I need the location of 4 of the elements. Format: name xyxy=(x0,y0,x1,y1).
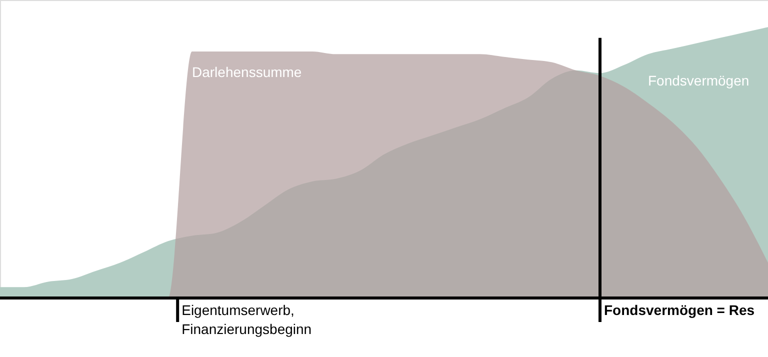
series-label: Fondsvermögen xyxy=(648,72,750,88)
text: Fondsvermögen = Res xyxy=(604,302,755,318)
text: Eigentumserwerb, Finanzierungsbeginn xyxy=(182,302,312,337)
series-label: Darlehenssumme xyxy=(192,64,302,80)
